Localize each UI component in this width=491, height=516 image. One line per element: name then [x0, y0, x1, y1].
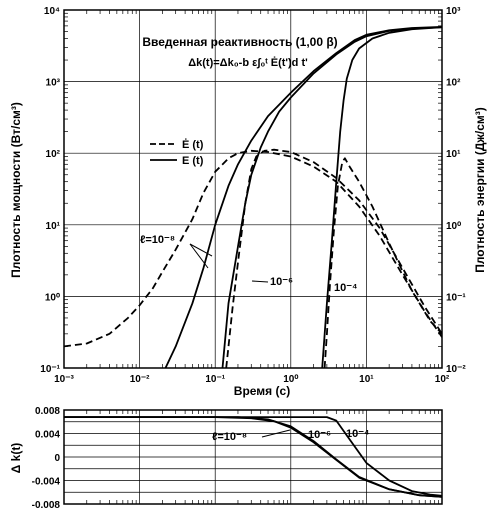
bottom-plot-frame — [63, 409, 443, 505]
bottom-annotation-l6: 10⁻⁶ — [308, 429, 331, 441]
x-tick-label: 10⁰ — [283, 374, 298, 385]
y-right-tick-label: 10⁻¹ — [446, 292, 466, 303]
bottom-ticks: 0.008 0.004 0 -0.004 -0.008 — [32, 406, 439, 511]
chart-formula: Δk(t)=Δk₀-b ε∫₀ᵗ Ė(t')d t' — [188, 56, 308, 69]
series-line-2 — [225, 148, 442, 368]
annotation-l6: 10⁻⁶ — [270, 276, 293, 288]
main-ticks: 10⁻³ 10⁻² 10⁻¹ 10⁰ 10¹ 10² 10⁻¹ 10⁻² 10⁰ 10⁻¹ 10¹ 1… — [40, 6, 466, 385]
y-axis-label-right: Плотность энергии (Дж/см³) — [473, 107, 487, 273]
delta-k-line-2 — [64, 416, 442, 497]
bottom-y-tick-label: -0.008 — [32, 500, 61, 511]
main-grid — [64, 10, 442, 368]
y-tick-label: 10⁻¹ — [40, 364, 60, 375]
y-tick-label: 10¹ — [46, 221, 61, 232]
annotation-l6-leader — [251, 280, 269, 283]
x-tick-label: 10⁻³ — [54, 374, 74, 385]
y-tick-label: 10² — [46, 149, 61, 160]
bottom-grid — [64, 410, 442, 504]
x-tick-label: 10⁻² — [130, 374, 150, 385]
annotation-l8-leader-a — [189, 243, 213, 257]
series-line-5 — [321, 26, 442, 368]
legend-label-energy: E (t) — [182, 155, 204, 167]
annotation-l8-leader-b — [189, 243, 209, 269]
y-tick-label: 10⁰ — [45, 292, 60, 303]
series-line-3 — [221, 26, 442, 368]
y-tick-label: 10⁴ — [44, 6, 60, 17]
series-line-1 — [164, 26, 442, 368]
main-chart: 10⁻³ 10⁻² 10⁻¹ 10⁰ 10¹ 10² 10⁻¹ 10⁻² 10⁰ 10⁻¹ 10¹ 1… — [9, 6, 487, 398]
x-tick-label: 10¹ — [359, 374, 374, 385]
annotation-l4: 10⁻⁴ — [334, 282, 357, 294]
bottom-annotation-l4: 10⁻⁴ — [346, 428, 369, 440]
delta-k-line-1 — [64, 416, 442, 498]
bottom-annotation-l8-leader — [261, 429, 291, 438]
x-tick-label: 10⁻¹ — [205, 374, 225, 385]
series-line-0 — [64, 149, 442, 348]
bottom-y-tick-label: 0 — [54, 453, 60, 464]
chart-title: Введенная реактивность (1,00 β) — [142, 35, 337, 49]
bottom-annotation-l8: ℓ=10⁻⁸ — [212, 431, 247, 443]
bottom-y-axis-label: Δ k(t) — [9, 443, 23, 474]
y-axis-label-left: Плотность мощности (Вт/см³) — [9, 102, 23, 278]
legend: Ė (t) E (t) — [150, 138, 204, 167]
bottom-y-tick-label: 0.008 — [35, 406, 60, 417]
main-plot-frame — [63, 9, 443, 369]
y-right-tick-label: 10⁻² — [446, 364, 466, 375]
y-right-tick-label: 10¹ — [446, 149, 461, 160]
series-line-4 — [323, 157, 442, 368]
legend-label-power: Ė (t) — [182, 138, 204, 151]
delta-k-chart: 0.008 0.004 0 -0.004 -0.008 ℓ=10⁻⁸ 10⁻⁶ 10⁻⁴… — [9, 406, 443, 511]
y-tick-label: 10³ — [46, 78, 61, 89]
y-right-tick-label: 10² — [446, 78, 461, 89]
y-right-tick-label: 10⁰ — [446, 221, 461, 232]
bottom-y-tick-label: -0.004 — [32, 477, 61, 488]
y-right-tick-label: 10³ — [446, 6, 461, 17]
annotation-l8: ℓ=10⁻⁸ — [140, 234, 175, 246]
x-tick-label: 10² — [435, 374, 450, 385]
bottom-y-tick-label: 0.004 — [35, 430, 60, 441]
x-axis-label: Время (с) — [234, 384, 290, 398]
